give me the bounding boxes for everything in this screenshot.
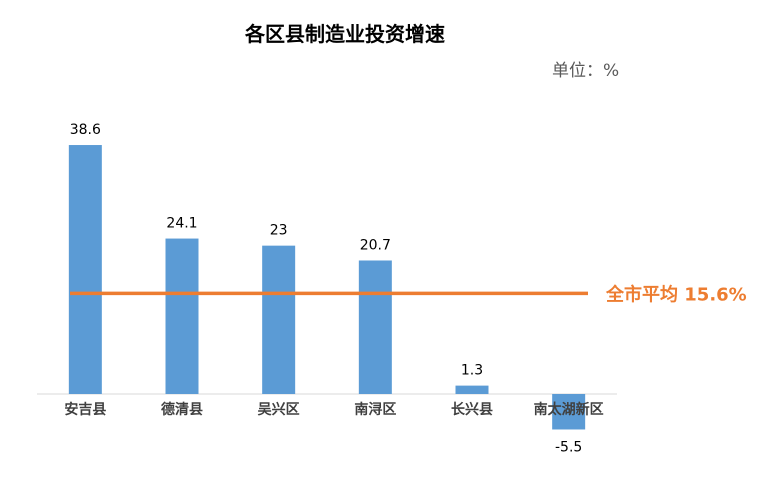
- bar-5: [455, 385, 489, 394]
- x-tick-label-5: 长兴县: [451, 401, 493, 418]
- bar-1: [68, 145, 102, 394]
- bar-6: [552, 394, 586, 430]
- bar-4: [358, 260, 392, 394]
- x-tick-label-3: 吴兴区: [258, 401, 300, 418]
- data-label-5: 1.3: [461, 363, 483, 379]
- data-label-4: 20.7: [360, 237, 391, 253]
- x-tick-label-6: 南太湖新区: [534, 401, 604, 418]
- average-line-label: 全市平均 15.6%: [605, 283, 747, 305]
- unit-label: 单位：%: [552, 61, 620, 81]
- data-label-2: 24.1: [166, 216, 197, 232]
- data-label-1: 38.6: [70, 122, 101, 138]
- data-label-3: 23: [270, 223, 288, 239]
- x-tick-label-4: 南浔区: [354, 401, 396, 418]
- bar-3: [262, 245, 296, 394]
- x-tick-label-1: 安吉县: [64, 401, 106, 418]
- bar-2: [165, 238, 199, 394]
- x-tick-label-2: 德清县: [161, 401, 203, 418]
- chart-title: 各区县制造业投资增速: [245, 22, 445, 46]
- data-label-6: -5.5: [555, 439, 582, 455]
